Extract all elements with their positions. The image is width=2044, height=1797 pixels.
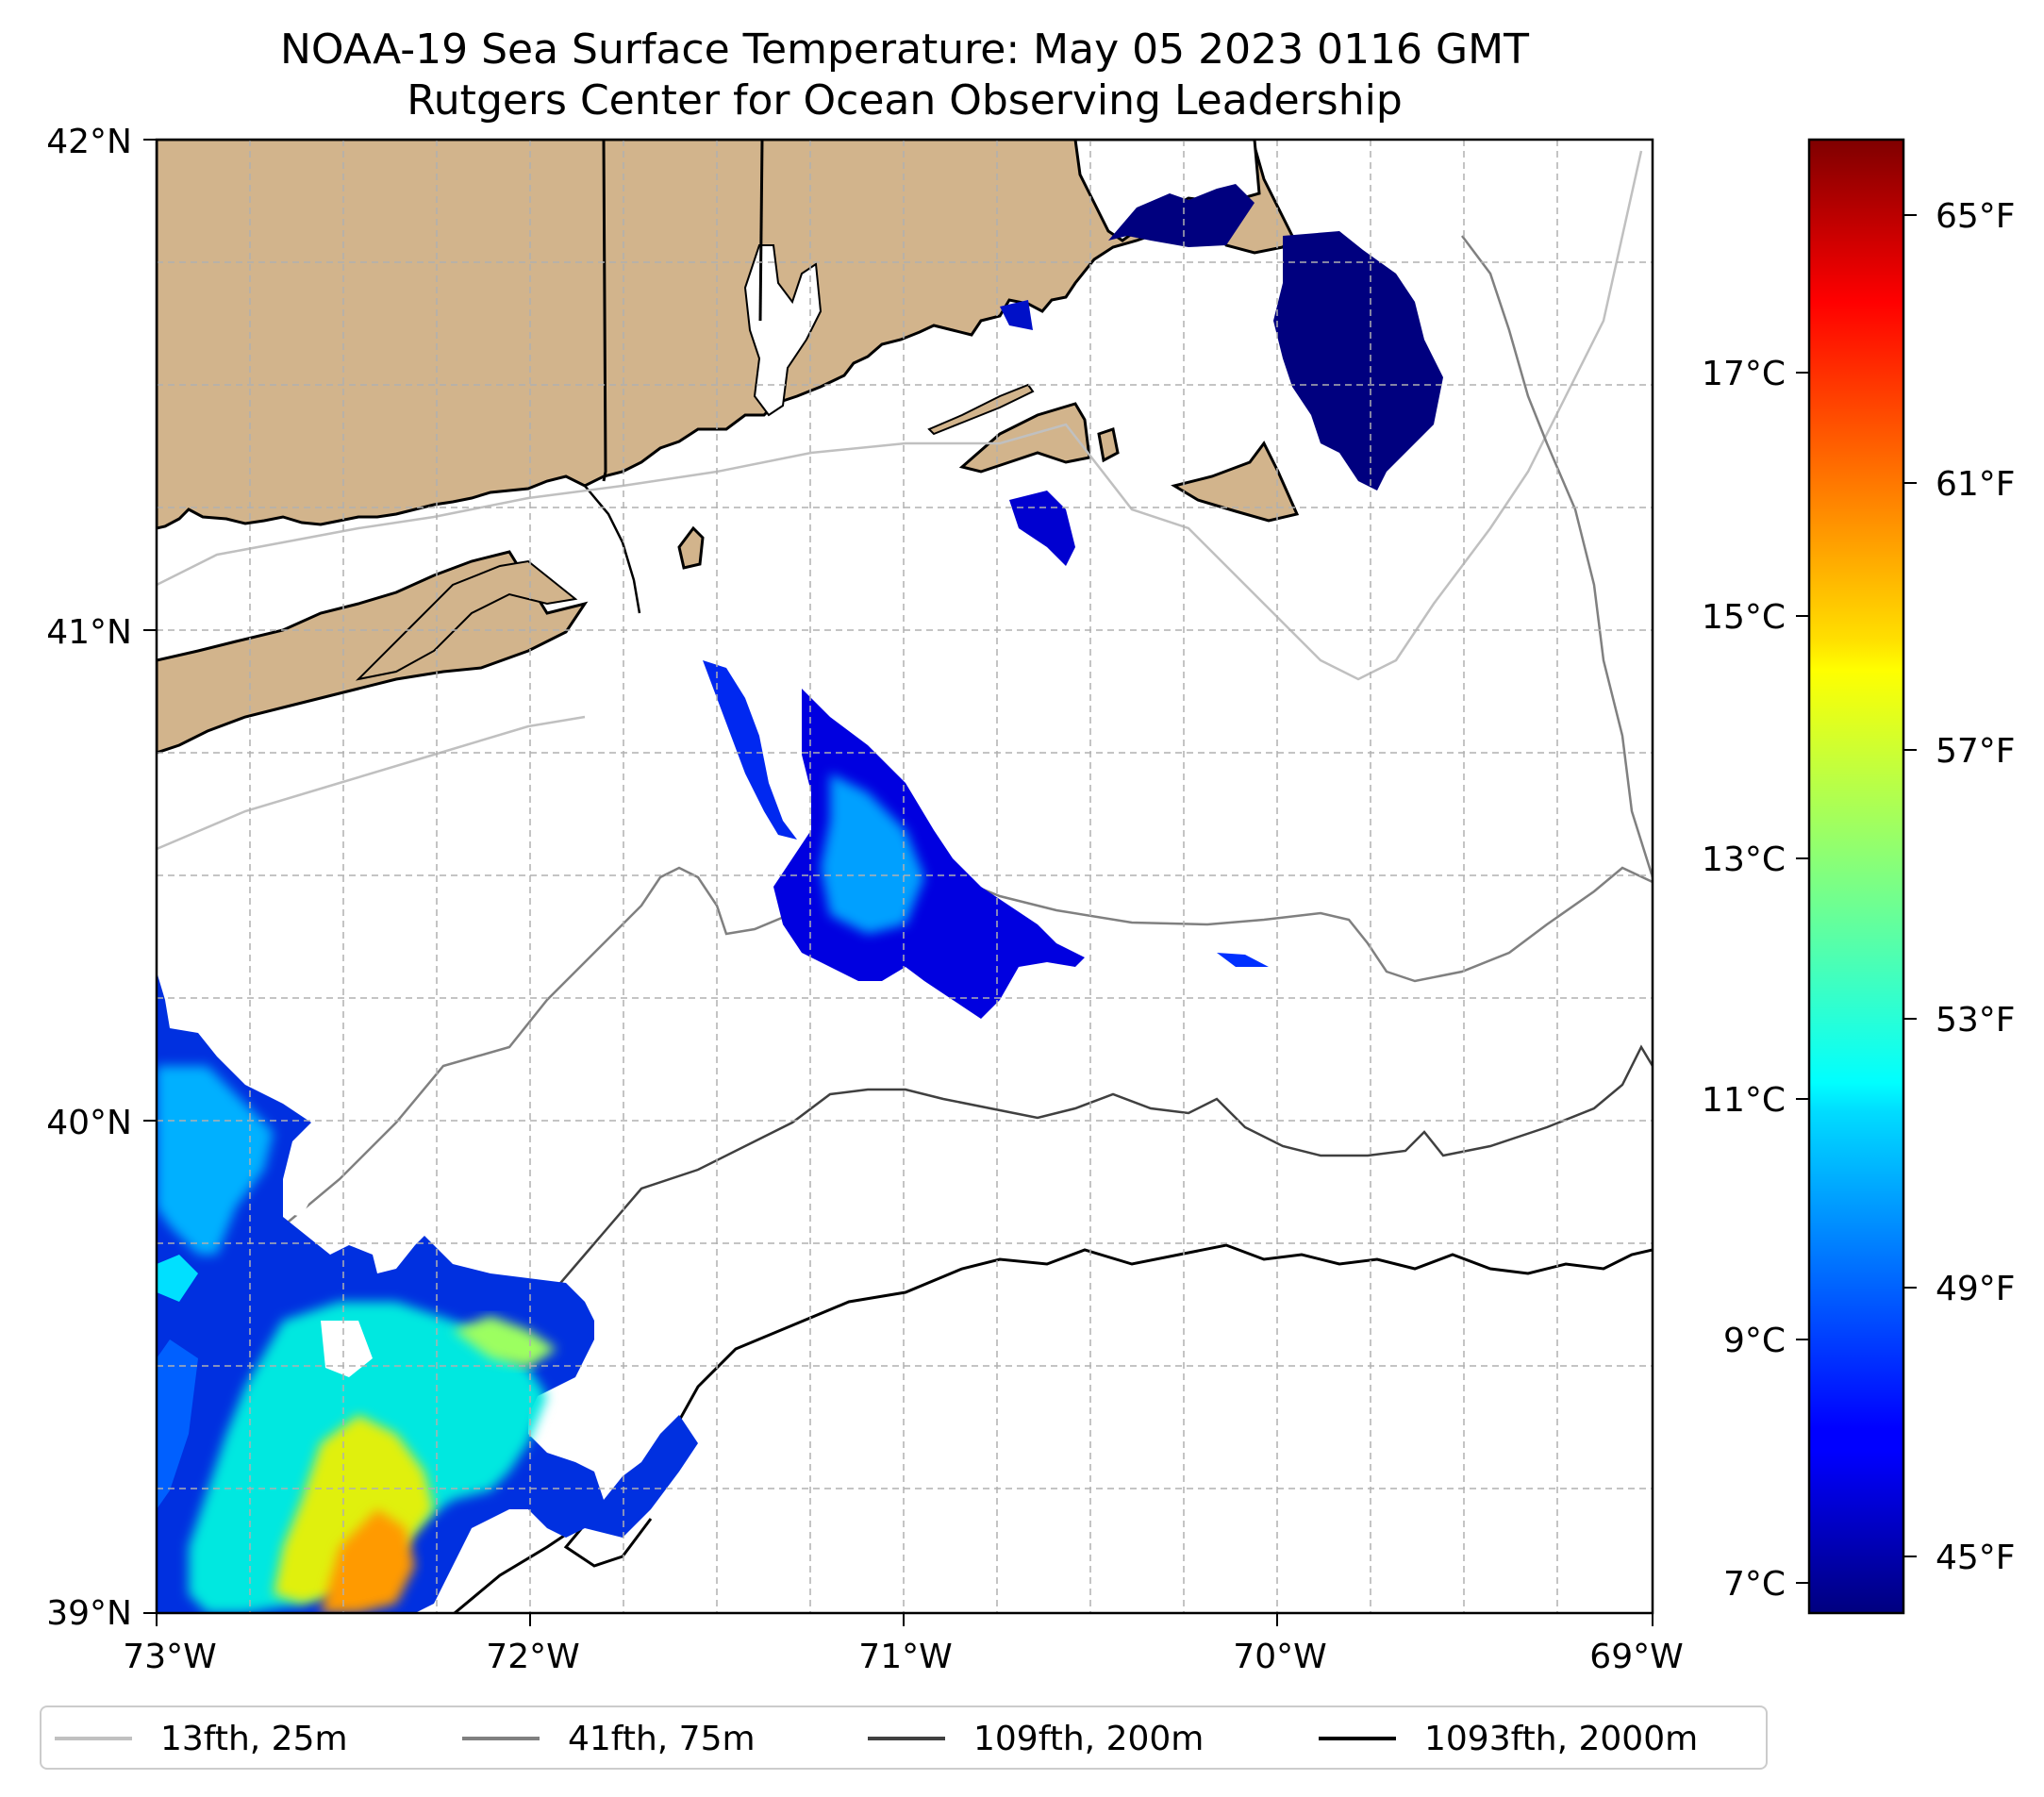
legend-item-200m: 109fth, 200m	[868, 1715, 1204, 1762]
state-border-ct-ri	[602, 140, 607, 482]
lon-axis	[156, 1613, 1653, 1626]
map-subtitle: Rutgers Center for Ocean Observing Leade…	[407, 76, 1403, 125]
map-grid	[157, 140, 1653, 1613]
isobath-25m-south	[157, 715, 586, 851]
isobath-legend: 13fth, 25m 41fth, 75m 109fth, 200m 1093f…	[40, 1705, 1768, 1770]
colorbar-celsius-label: 11°C	[1702, 1081, 1786, 1120]
sst-patch-cape-cod	[1000, 184, 1443, 566]
colorbar	[1807, 138, 1905, 1615]
isobath-75m-east	[1461, 235, 1653, 878]
legend-item-25m: 13fth, 25m	[55, 1715, 348, 1762]
lat-tick-label: 42°N	[46, 123, 132, 161]
isobath-25m	[157, 150, 1643, 681]
lon-tick-label: 71°W	[858, 1638, 952, 1676]
lon-tick-label: 69°W	[1589, 1638, 1683, 1676]
legend-label: 13fth, 25m	[160, 1719, 348, 1758]
colorbar-fahrenheit-label: 57°F	[1936, 732, 2016, 771]
lat-axis	[143, 139, 157, 1614]
land-elizabeth-islands	[927, 383, 1035, 436]
lon-tick-label: 72°W	[486, 1638, 579, 1676]
colorbar-celsius-label: 7°C	[1723, 1565, 1786, 1604]
legend-swatch	[868, 1737, 945, 1740]
land-nantucket	[1171, 441, 1300, 523]
lat-tick-label: 41°N	[46, 613, 132, 652]
land-chappaquiddick	[1097, 427, 1120, 463]
colorbar-celsius-label: 15°C	[1702, 598, 1786, 637]
state-border-ny-ri-water	[584, 485, 641, 614]
legend-label: 109fth, 200m	[973, 1719, 1205, 1758]
legend-label: 41fth, 75m	[568, 1719, 756, 1758]
water-narragansett-bay	[743, 244, 823, 417]
lon-tick-label: 73°W	[123, 1638, 216, 1676]
colorbar-celsius-label: 9°C	[1723, 1322, 1786, 1360]
lon-tick-label: 70°W	[1233, 1638, 1326, 1676]
isobath-2000m	[452, 1243, 1653, 1613]
isobath-200m	[215, 1044, 1653, 1613]
colorbar-fahrenheit-label: 65°F	[1936, 197, 2016, 236]
colorbar-celsius-label: 17°C	[1702, 355, 1786, 393]
colorbar-fahrenheit-label: 45°F	[1936, 1539, 2016, 1577]
legend-swatch	[55, 1737, 132, 1740]
legend-item-2000m: 1093fth, 2000m	[1319, 1715, 1698, 1762]
land-block-island	[677, 525, 705, 570]
map-content	[157, 140, 1653, 1613]
legend-swatch	[462, 1737, 540, 1740]
legend-item-75m: 41fth, 75m	[462, 1715, 756, 1762]
colorbar-fahrenheit-ticks	[1903, 214, 1917, 1557]
colorbar-celsius-ticks	[1796, 372, 1809, 1584]
colorbar-celsius-label: 13°C	[1702, 840, 1786, 879]
colorbar-fahrenheit-label: 49°F	[1936, 1270, 2016, 1308]
legend-label: 1093fth, 2000m	[1424, 1719, 1699, 1758]
land-marthas-vineyard	[958, 402, 1091, 474]
colorbar-fahrenheit-label: 53°F	[1936, 1001, 2016, 1040]
lat-tick-label: 39°N	[46, 1594, 132, 1633]
sst-patch-central	[703, 660, 1269, 1019]
colorbar-fahrenheit-label: 61°F	[1936, 465, 2016, 504]
lat-tick-label: 40°N	[46, 1104, 132, 1142]
map-title: NOAA-19 Sea Surface Temperature: May 05 …	[280, 25, 1529, 74]
land-long-island-north-fork	[355, 559, 578, 681]
sst-patch-southwest	[157, 972, 698, 1613]
legend-swatch	[1319, 1737, 1396, 1740]
state-border-ri-ma	[758, 140, 764, 322]
